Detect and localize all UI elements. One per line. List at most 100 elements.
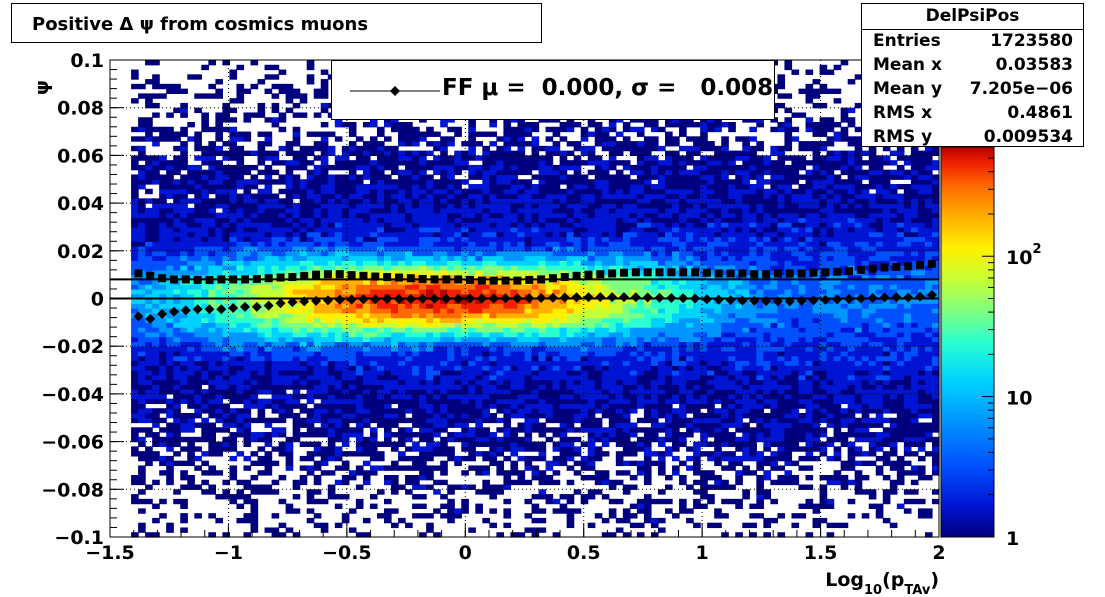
heatmap-cell <box>531 265 540 271</box>
heatmap-cell <box>194 74 202 80</box>
heatmap-cell <box>285 164 294 171</box>
heatmap-cell <box>580 136 589 142</box>
heatmap-cell <box>250 60 259 66</box>
heatmap-cell <box>159 198 167 204</box>
heatmap-cell <box>538 494 547 500</box>
heatmap-cell <box>327 350 336 357</box>
heatmap-cell <box>257 432 266 438</box>
heatmap-cell <box>426 131 434 137</box>
heatmap-cell <box>412 360 420 366</box>
heatmap-cell <box>538 250 547 257</box>
heatmap-cell <box>489 288 497 295</box>
heatmap-cell <box>362 336 371 343</box>
heatmap-cell <box>327 317 336 323</box>
heatmap-cell <box>299 474 308 481</box>
heatmap-cell <box>594 317 603 323</box>
heatmap-cell <box>173 355 181 362</box>
heatmap-cell <box>482 365 490 371</box>
heatmap-cell <box>292 331 301 338</box>
heatmap-cell <box>194 484 202 490</box>
heatmap-cell <box>187 384 195 390</box>
heatmap-cell <box>278 112 287 118</box>
heatmap-cell <box>313 403 322 409</box>
heatmap-cell <box>510 260 519 266</box>
heatmap-cell <box>580 131 589 137</box>
heatmap-cell <box>306 169 315 176</box>
heatmap-cell <box>341 269 350 276</box>
heatmap-cell <box>208 288 216 295</box>
heatmap-cell <box>215 188 224 195</box>
heatmap-cell <box>320 384 329 390</box>
heatmap-cell <box>271 93 280 99</box>
heatmap-cell <box>573 260 582 266</box>
heatmap-cell <box>131 322 139 328</box>
heatmap-cell <box>145 389 153 395</box>
heatmap-cell <box>236 432 245 438</box>
heatmap-cell <box>447 169 455 176</box>
heatmap-cell <box>461 274 469 281</box>
heatmap-cell <box>208 269 216 276</box>
heatmap-cell <box>313 379 322 385</box>
heatmap-cell <box>341 370 350 376</box>
heatmap-cell <box>587 203 596 209</box>
heatmap-cell <box>510 427 519 433</box>
heatmap-cell <box>426 164 434 171</box>
heatmap-cell <box>461 374 469 381</box>
heatmap-cell <box>552 217 561 223</box>
heatmap-cell <box>138 255 146 261</box>
heatmap-cell <box>405 446 413 452</box>
heatmap-cell <box>510 384 519 390</box>
heatmap-cell <box>447 308 455 314</box>
heatmap-cell <box>327 370 336 376</box>
heatmap-cell <box>187 136 195 142</box>
heatmap-cell <box>559 160 568 166</box>
heatmap-cell <box>383 241 392 247</box>
heatmap-cell <box>475 222 483 228</box>
heatmap-cell <box>187 370 195 376</box>
heatmap-cell <box>383 365 392 371</box>
heatmap-cell <box>594 260 603 266</box>
heatmap-cell <box>398 517 406 524</box>
heatmap-cell <box>327 246 336 252</box>
heatmap-cell <box>461 265 469 271</box>
heatmap-cell <box>601 217 610 223</box>
heatmap-cell <box>145 122 153 128</box>
heatmap-cell <box>292 484 301 490</box>
heatmap-cell <box>405 203 413 209</box>
heatmap-cell <box>517 231 526 238</box>
heatmap-cell <box>138 198 146 204</box>
heatmap-cell <box>341 441 350 447</box>
heatmap-cell <box>208 93 216 99</box>
heatmap-cell <box>398 484 406 490</box>
heatmap-cell <box>426 374 434 381</box>
heatmap-cell <box>180 226 188 233</box>
heatmap-cell <box>194 188 202 195</box>
heatmap-cell <box>482 265 490 271</box>
heatmap-cell <box>201 460 209 467</box>
heatmap-cell <box>138 293 146 300</box>
heatmap-cell <box>334 136 343 142</box>
heatmap-cell <box>503 398 512 405</box>
heatmap-cell <box>398 255 406 261</box>
heatmap-cell <box>419 484 427 490</box>
heatmap-cell <box>292 102 301 109</box>
heatmap-cell <box>503 207 512 214</box>
heatmap-cell <box>250 498 259 505</box>
heatmap-cell <box>138 412 146 419</box>
heatmap-cell <box>334 389 343 395</box>
heatmap-cell <box>145 341 153 347</box>
heatmap-cell <box>545 164 554 171</box>
heatmap-cell <box>355 379 364 385</box>
heatmap-cell <box>587 455 596 462</box>
heatmap-cell <box>152 303 160 309</box>
heatmap-cell <box>271 403 280 409</box>
heatmap-cell <box>166 255 174 261</box>
heatmap-cell <box>412 408 420 414</box>
heatmap-cell <box>341 317 350 323</box>
heatmap-cell <box>419 155 427 161</box>
heatmap-cell <box>194 370 202 376</box>
heatmap-cell <box>159 303 167 309</box>
heatmap-cell <box>222 255 231 261</box>
heatmap-cell <box>412 279 420 285</box>
heatmap-cell <box>517 312 526 319</box>
